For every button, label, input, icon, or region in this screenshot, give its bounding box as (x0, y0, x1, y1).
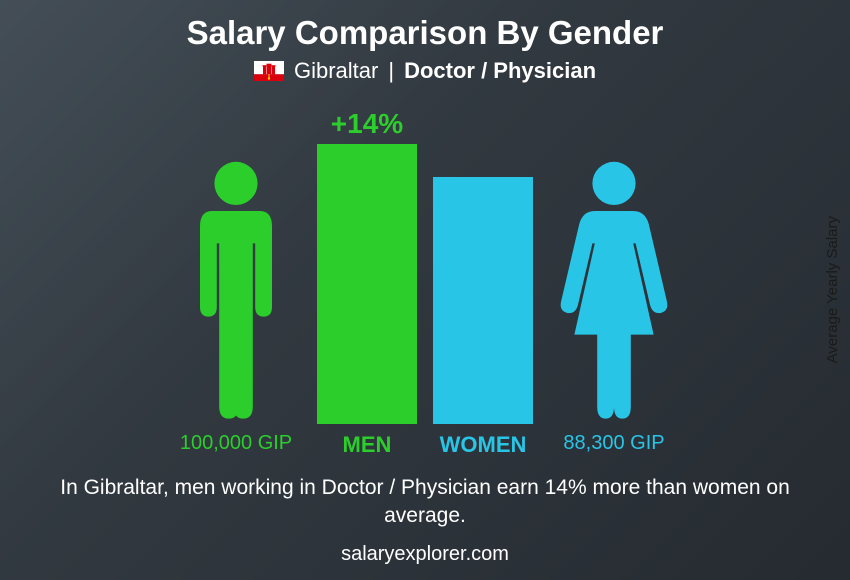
country-label: Gibraltar (294, 58, 378, 84)
chart-area: +14% (171, 104, 679, 424)
women-bar-column (433, 104, 533, 424)
y-axis-label-wrap: Average Yearly Salary (822, 0, 842, 580)
separator: | (388, 58, 394, 84)
women-icon-column (549, 104, 679, 424)
y-axis-label: Average Yearly Salary (824, 216, 841, 363)
profession-label: Doctor / Physician (404, 58, 596, 84)
summary-text: In Gibraltar, men working in Doctor / Ph… (45, 474, 805, 531)
labels-row: 100,000 GIP MEN WOMEN 88,300 GIP (171, 432, 679, 458)
infographic-container: Salary Comparison By Gender (0, 0, 850, 580)
men-gender-label: MEN (317, 432, 417, 458)
men-icon-column (171, 104, 301, 424)
man-icon (176, 154, 296, 424)
women-bar (433, 177, 533, 424)
page-title: Salary Comparison By Gender (187, 14, 664, 52)
men-bar-column: +14% (317, 104, 417, 424)
men-bar (317, 144, 417, 424)
footer-source: salaryexplorer.com (0, 543, 850, 566)
gibraltar-flag-icon (254, 61, 284, 81)
women-salary-label: 88,300 GIP (549, 432, 679, 458)
woman-icon (554, 154, 674, 424)
women-gender-label: WOMEN (433, 432, 533, 458)
men-salary-label: 100,000 GIP (171, 432, 301, 458)
percentage-label: +14% (331, 108, 403, 140)
subtitle-row: Gibraltar | Doctor / Physician (254, 58, 596, 84)
